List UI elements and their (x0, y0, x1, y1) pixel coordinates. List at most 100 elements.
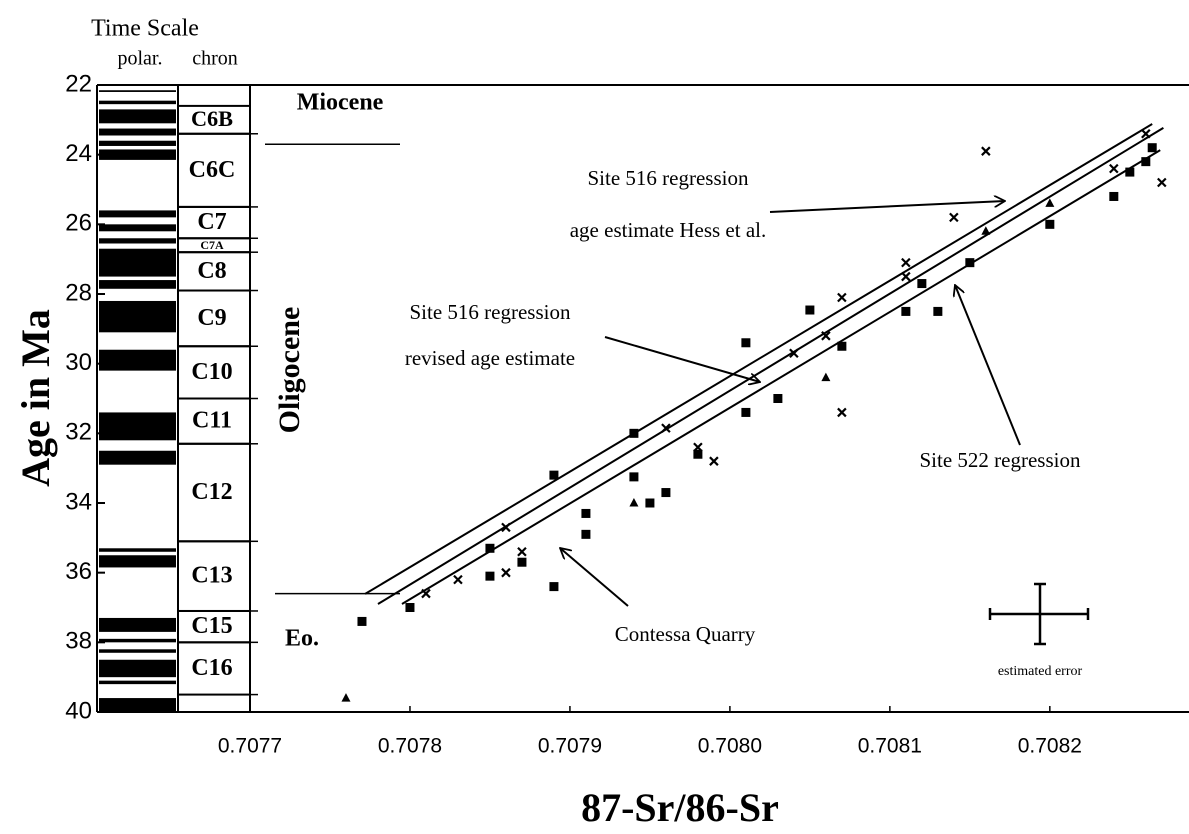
point (581, 508, 591, 518)
chron-label: C11 (192, 408, 232, 434)
polarity-band (99, 548, 176, 552)
point (661, 423, 671, 433)
point (1147, 143, 1157, 153)
point (805, 305, 815, 315)
chron-label: C13 (191, 563, 232, 589)
polarity-band (99, 450, 176, 465)
annotation: Contessa Quarry (615, 622, 756, 646)
chron-label: C6B (191, 106, 233, 131)
point (501, 522, 511, 533)
point (773, 394, 783, 403)
point (901, 271, 911, 282)
chron-label: C9 (197, 305, 226, 331)
polarity-band (99, 659, 176, 678)
point (1109, 191, 1119, 201)
point (789, 348, 799, 358)
chron-label: C7A (200, 238, 224, 252)
point (901, 306, 911, 316)
polarity-band (99, 224, 176, 232)
point (357, 616, 367, 626)
x-tick-label: 0.7078 (378, 735, 442, 758)
chron-label: C6C (189, 157, 236, 183)
point (1157, 177, 1167, 188)
point (693, 449, 703, 459)
y-tick-label: 32 (65, 419, 92, 446)
point (1045, 198, 1055, 207)
polarity-band (99, 349, 176, 371)
point (821, 372, 831, 382)
y-tick-label: 38 (65, 628, 92, 655)
point (629, 472, 639, 482)
x-tick-label: 0.7077 (218, 735, 282, 758)
polarity-band (99, 140, 176, 146)
point (549, 470, 559, 480)
point (837, 292, 847, 303)
epoch-label: Oligocene (273, 307, 306, 434)
y-tick-label: 30 (65, 349, 92, 376)
point (741, 407, 751, 417)
chron-label: C12 (191, 479, 232, 505)
epoch-label: Miocene (297, 90, 384, 116)
y-tick-label: 28 (65, 279, 92, 306)
point (837, 407, 847, 418)
polarity-band (99, 280, 176, 289)
regression-line (401, 149, 1161, 605)
point (501, 567, 511, 578)
point (453, 574, 463, 585)
polarity-band (99, 100, 176, 105)
point (981, 226, 991, 235)
point (517, 557, 527, 567)
polarity-label: polar. (118, 48, 163, 70)
point (693, 442, 703, 453)
chron-label: chron (192, 48, 238, 70)
y-tick-label: 24 (65, 140, 92, 167)
annotation: age estimate Hess et al. (570, 218, 767, 242)
annotation-arrow (560, 548, 629, 607)
error-cross (988, 582, 1090, 646)
y-tick-label: 34 (65, 488, 92, 515)
y-tick-label: 22 (65, 70, 92, 97)
point (629, 428, 639, 438)
y-tick-label: 40 (65, 697, 92, 724)
annotation-arrow (604, 336, 760, 382)
point (549, 582, 559, 592)
point (485, 571, 495, 581)
annotation: Site 522 regression (920, 448, 1081, 472)
header: Time Scale (91, 16, 199, 42)
polarity-band (99, 555, 176, 568)
point (581, 529, 591, 539)
y-tick-label: 36 (65, 558, 92, 585)
point (709, 456, 719, 466)
point (629, 498, 639, 507)
regression-line (364, 123, 1153, 595)
point (741, 338, 751, 348)
chron-box (177, 641, 251, 696)
x-tick-label: 0.7081 (858, 735, 922, 758)
y-tick-label: 26 (65, 210, 92, 237)
point (645, 498, 655, 508)
point (1125, 167, 1135, 177)
point (965, 258, 975, 268)
annotation: Site 516 regression (588, 166, 749, 190)
chron-label: C10 (191, 359, 232, 385)
epoch-label: Eo. (285, 626, 319, 652)
polarity-band (99, 680, 176, 685)
annotation: Site 516 regression (410, 300, 571, 324)
polarity-band (99, 238, 176, 244)
polarity-band (99, 248, 176, 277)
point (341, 693, 351, 702)
point (933, 306, 943, 316)
point (485, 543, 495, 553)
annotation: revised age estimate (405, 346, 575, 370)
y-axis-label: Age in Ma (13, 309, 58, 487)
x-tick-label: 0.7082 (1018, 735, 1082, 758)
polarity-band (99, 698, 176, 712)
chron-label: C8 (197, 258, 226, 284)
x-tick-label: 0.7080 (698, 735, 762, 758)
point (837, 341, 847, 351)
polarity-band (99, 210, 176, 218)
annotation-arrow (955, 285, 1021, 446)
point (1141, 157, 1151, 167)
chron-label: C7 (197, 209, 226, 235)
